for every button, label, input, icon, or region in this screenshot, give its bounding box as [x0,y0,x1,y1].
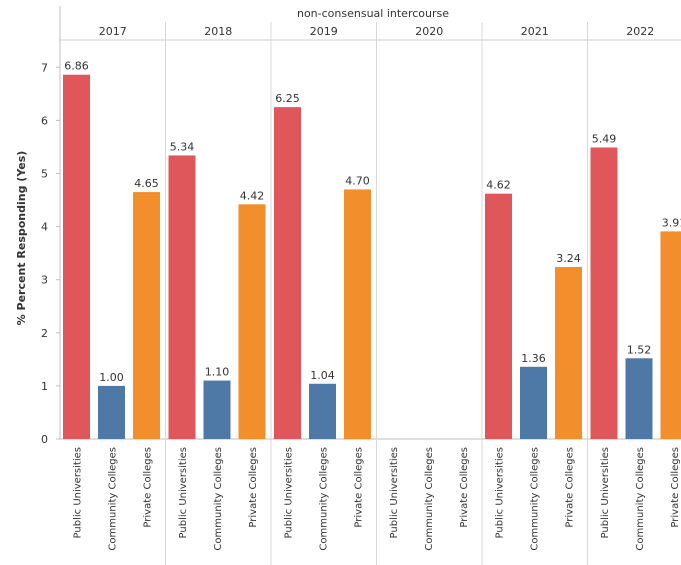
y-tick-label-1: 1 [41,380,48,393]
category-label-2020-community-colleges: Community Colleges [424,447,435,551]
y-axis-label: % Percent Responding (Yes) [15,151,28,326]
category-label-2019-public-universities: Public Universities [284,447,295,538]
year-header-2019: 2019 [310,25,338,38]
value-label-2017-public-universities: 6.86 [64,60,89,73]
category-label-2021-community-colleges: Community Colleges [530,447,541,551]
year-header-2017: 2017 [99,25,127,38]
category-label-2018-private-colleges: Private Colleges [248,447,259,528]
category-label-2020-public-universities: Public Universities [389,447,400,538]
category-label-2017-community-colleges: Community Colleges [108,447,119,551]
bar-2021-public-universities [485,193,512,439]
panel-dividers [60,22,681,565]
year-header-2021: 2021 [521,25,549,38]
bar-2018-public-universities [168,155,196,440]
bar-2019-private-colleges [344,189,371,439]
category-label-2022-public-universities: Public Universities [600,447,611,538]
bar-2018-community-colleges [203,380,231,439]
bar-2021-private-colleges [555,266,582,439]
category-labels: Public Universities Community Colleges Pri… [73,447,681,551]
bar-2022-public-universities [590,147,618,439]
category-label-2022-private-colleges: Private Colleges [670,447,681,528]
category-label-2019-community-colleges: Community Colleges [319,447,330,551]
value-label-2019-community-colleges: 1.04 [310,369,335,382]
category-label-2018-community-colleges: Community Colleges [213,447,224,551]
value-label-2022-private-colleges: 3.91 [662,216,681,229]
category-label-2017-public-universities: Public Universities [73,447,84,538]
bar-2021-community-colleges [520,366,547,439]
chart-title: non-consensual intercourse [297,7,449,20]
year-header-2018: 2018 [204,25,232,38]
year-header-2020: 2020 [415,25,443,38]
value-label-2017-private-colleges: 4.65 [134,177,159,190]
y-tick-label-7: 7 [41,61,48,74]
y-tick-label-3: 3 [41,274,48,287]
bar-2019-public-universities [274,107,301,439]
y-tick-label-0: 0 [41,433,48,446]
value-label-2019-private-colleges: 4.70 [345,174,370,187]
category-label-2020-private-colleges: Private Colleges [459,447,470,528]
bar-2017-community-colleges [98,385,125,439]
year-header-2022: 2022 [626,25,654,38]
y-tick-label-5: 5 [41,168,48,181]
bar-2019-community-colleges [309,383,336,439]
category-label-2019-private-colleges: Private Colleges [354,447,365,528]
y-tick-label-4: 4 [41,221,48,234]
category-label-2022-community-colleges: Community Colleges [635,447,646,551]
bar-2017-private-colleges [133,192,160,439]
bars [63,74,681,440]
value-label-2021-private-colleges: 3.24 [556,252,581,265]
bar-2018-private-colleges [238,204,266,439]
value-labels: 6.86 1.00 4.65 5.34 1.10 4.42 6.25 1.04 4.70 4.62… [64,60,681,384]
category-label-2021-private-colleges: Private Colleges [565,447,576,528]
value-label-2021-community-colleges: 1.36 [521,352,546,365]
category-label-2018-public-universities: Public Universities [178,447,189,538]
value-label-2021-public-universities: 4.62 [486,179,511,192]
category-label-2021-public-universities: Public Universities [495,447,506,538]
value-label-2018-public-universities: 5.34 [170,140,195,153]
value-label-2018-community-colleges: 1.10 [205,366,230,379]
category-label-2017-private-colleges: Private Colleges [143,447,154,528]
bar-2022-private-colleges [660,231,681,439]
y-axis: 0 1 2 3 4 5 6 7 [41,6,61,446]
y-tick-label-6: 6 [41,114,48,127]
value-label-2022-public-universities: 5.49 [592,132,617,145]
value-label-2017-community-colleges: 1.00 [99,371,124,384]
y-tick-label-2: 2 [41,327,48,340]
value-label-2019-public-universities: 6.25 [275,92,300,105]
bar-2017-public-universities [63,74,90,439]
value-label-2022-community-colleges: 1.52 [627,343,652,356]
value-label-2018-private-colleges: 4.42 [240,189,265,202]
year-headers: 2017 2018 2019 2020 2021 2022 [99,25,655,38]
bar-2022-community-colleges [625,358,653,439]
